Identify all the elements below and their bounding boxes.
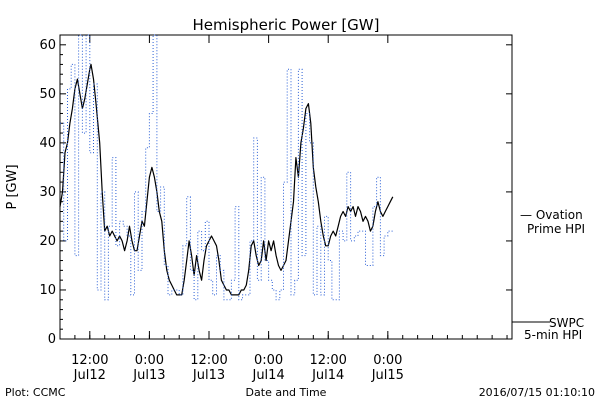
x-tick-label-date: Jul13: [132, 368, 165, 383]
x-tick-label-date: Jul15: [371, 368, 404, 383]
x-axis: 12:00Jul120:00Jul1312:00Jul130:00Jul1412…: [71, 35, 508, 383]
y-tick-label: 0: [48, 332, 56, 347]
y-tick-label: 30: [39, 185, 56, 200]
y-tick-label: 60: [39, 38, 56, 53]
series-layer: [59, 34, 394, 301]
legend-swpc-line2: 5-min HPI: [524, 328, 582, 342]
x-tick-label-date: Jul12: [73, 368, 106, 383]
x-tick-label-time: 0:00: [373, 353, 402, 368]
legend-ovation-line2: Prime HPI: [527, 222, 585, 236]
legend-ovation-line1: — Ovation: [520, 208, 583, 222]
chart-title: Hemispheric Power [GW]: [193, 16, 380, 34]
plot-frame: [59, 34, 513, 340]
x-tick-label-time: 0:00: [254, 353, 283, 368]
x-tick-label-date: Jul13: [192, 368, 225, 383]
footer-center: Date and Time: [246, 386, 327, 399]
series-swpc-line: [59, 63, 394, 296]
y-tick-label: 50: [39, 87, 56, 102]
x-tick-label-date: Jul14: [251, 368, 284, 383]
footer-left: Plot: CCMC: [5, 386, 66, 399]
footer-right: 2016/07/15 01:10:10: [479, 386, 595, 399]
y-axis: 0 10 20 30 40 50 60: [39, 38, 512, 347]
y-tick-label: 10: [39, 283, 56, 298]
x-tick-label-date: Jul14: [311, 368, 344, 383]
x-tick-label-time: 12:00: [309, 353, 346, 368]
x-tick-label-time: 12:00: [71, 353, 108, 368]
series-ovation-line: [60, 34, 393, 301]
x-tick-label-time: 0:00: [135, 353, 164, 368]
legend-swpc-line1: SWPC: [549, 316, 584, 330]
y-tick-label: 40: [39, 136, 56, 151]
x-tick-label-time: 12:00: [190, 353, 227, 368]
y-tick-label: 20: [39, 234, 56, 249]
y-axis-label: P [GW]: [5, 164, 20, 209]
